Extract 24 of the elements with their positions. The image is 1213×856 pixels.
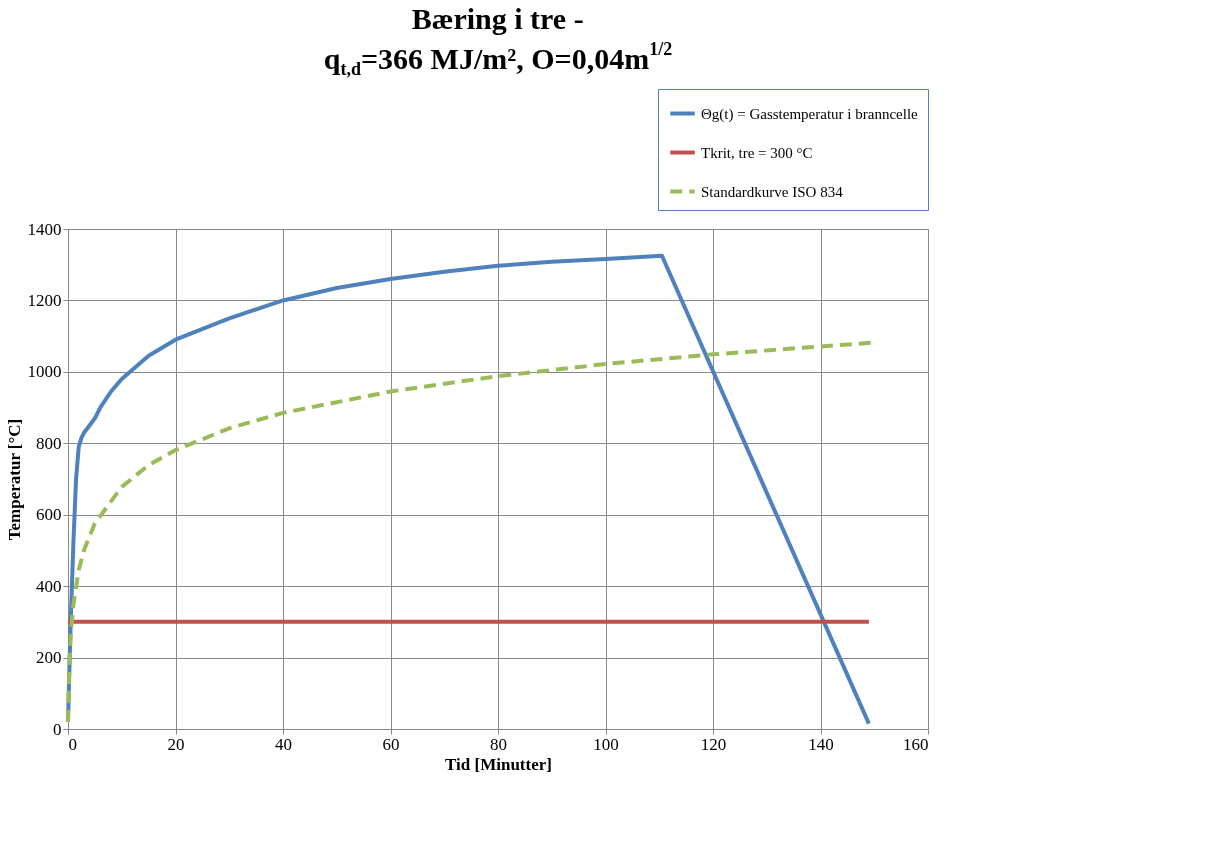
x-tick-label: 0 bbox=[68, 734, 77, 754]
x-tick-label: 140 bbox=[808, 734, 834, 754]
legend-label: Tkrit, tre = 300 °C bbox=[701, 144, 813, 161]
x-axis-title: Tid [Minutter] bbox=[445, 754, 552, 774]
text: Bæring i tre - bbox=[411, 2, 584, 35]
y-tick-label: 400 bbox=[36, 576, 62, 596]
x-tick-label: 20 bbox=[167, 734, 185, 754]
x-tick-label: 80 bbox=[490, 734, 507, 754]
y-tick-label: 1200 bbox=[27, 290, 62, 310]
y-tick-label: 600 bbox=[36, 505, 62, 525]
y-tick-label: 800 bbox=[36, 433, 62, 453]
x-tick-label: 160 bbox=[903, 734, 929, 754]
line-series bbox=[66, 253, 871, 726]
x-tick-label: 40 bbox=[275, 734, 292, 754]
y-axis-title: Temperatur [°C] bbox=[4, 418, 24, 541]
y-tick-label: 1400 bbox=[27, 219, 62, 239]
y-tick-label: 200 bbox=[36, 648, 62, 668]
x-tick-label: 60 bbox=[382, 734, 400, 754]
x-tick-label: 100 bbox=[593, 734, 619, 754]
y-tick-label: 0 bbox=[53, 719, 62, 739]
x-tick-label: 120 bbox=[700, 734, 727, 754]
legend-label: Θg(t) = Gasstemperatur i branncelle bbox=[701, 105, 919, 123]
legend-label: Standardkurve ISO 834 bbox=[701, 183, 844, 200]
y-tick-label: 1000 bbox=[27, 362, 62, 382]
